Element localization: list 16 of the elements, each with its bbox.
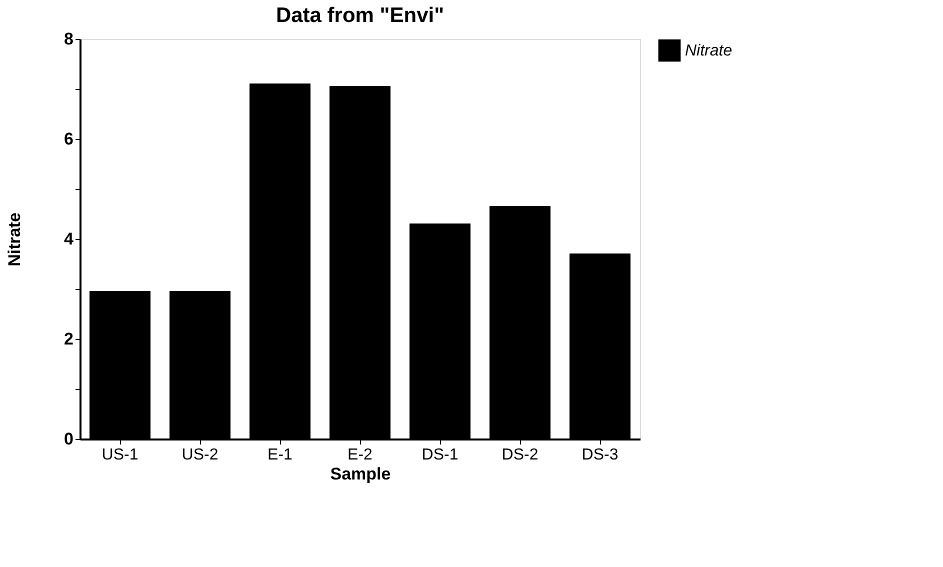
- y-tick-label: 2: [64, 330, 74, 348]
- x-tick-label: DS-3: [582, 446, 618, 464]
- x-tick-label: E-1: [268, 446, 293, 464]
- x-axis-title: Sample: [330, 464, 391, 484]
- y-tick-label: 0: [64, 430, 74, 448]
- chart-title: Data from "Envi": [276, 4, 444, 27]
- x-tick-label: DS-1: [422, 446, 458, 464]
- y-tick-label: 8: [64, 30, 74, 48]
- x-tick-label: E-2: [348, 446, 373, 464]
- legend-label: Nitrate: [685, 42, 732, 60]
- y-tick-label: 6: [64, 130, 74, 148]
- x-tick-label: US-2: [182, 446, 218, 464]
- y-axis-title: Nitrate: [5, 212, 24, 266]
- x-tick-label: DS-2: [502, 446, 538, 464]
- y-tick-label: 4: [64, 230, 74, 248]
- x-tick-label: US-1: [102, 446, 138, 464]
